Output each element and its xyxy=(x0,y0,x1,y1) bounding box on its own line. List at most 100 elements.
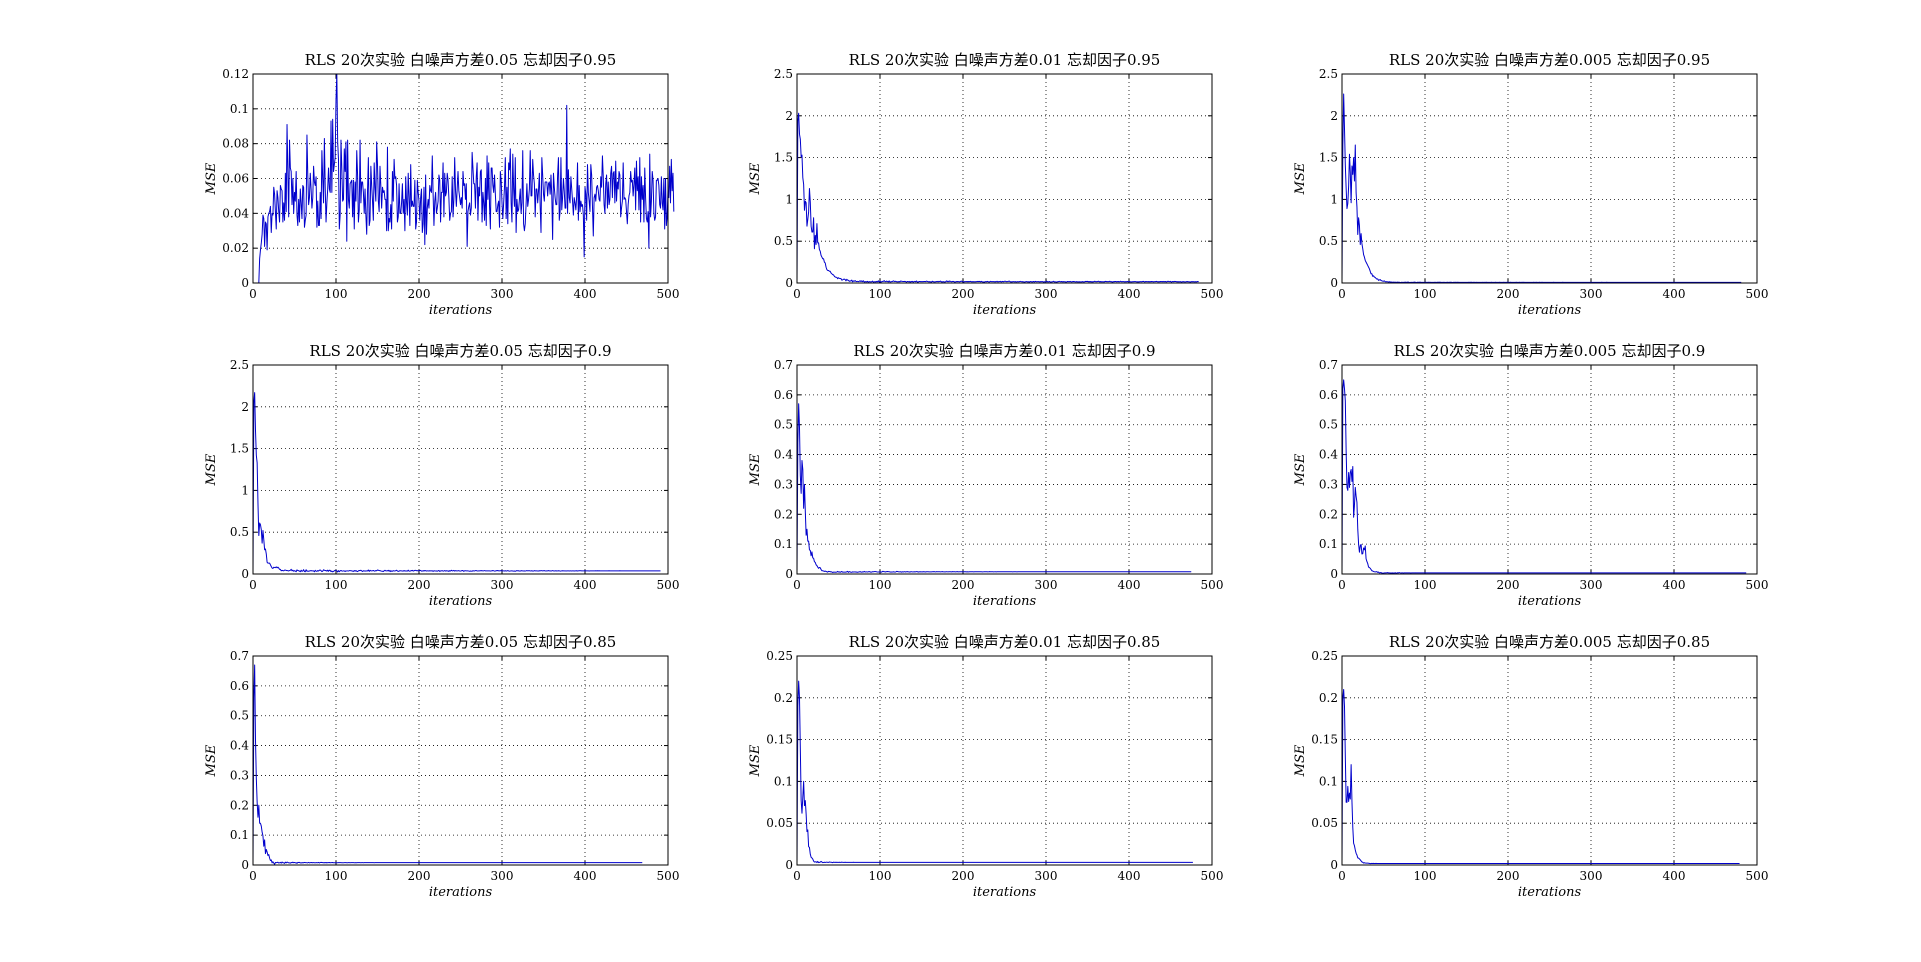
x-tick-label: 0 xyxy=(793,287,801,301)
x-tick-label: 500 xyxy=(657,869,680,883)
y-tick-label: 0.2 xyxy=(1319,507,1338,521)
x-tick-label: 500 xyxy=(1746,869,1769,883)
y-axis-label: MSE xyxy=(1293,744,1308,777)
subplot-4: 0 100 200 300 400 500 0 0.5 1 1.5 2 2.5 RLS 20次实验 白噪… xyxy=(204,342,679,609)
x-axis-label: iterations xyxy=(973,594,1037,609)
y-axis-label: MSE xyxy=(204,453,219,486)
y-axis-label: MSE xyxy=(204,162,219,195)
y-tick-label: 1.5 xyxy=(230,442,249,456)
subplot-7: 0 100 200 300 400 500 0 0.1 0.2 0.3 0.4 0.5 0.6 0.7 RL… xyxy=(204,633,679,900)
x-tick-label: 100 xyxy=(1414,578,1437,592)
y-tick-label: 0.5 xyxy=(230,709,249,723)
y-tick-label: 0.05 xyxy=(1311,816,1338,830)
y-tick-label: 1 xyxy=(241,483,249,497)
x-tick-label: 200 xyxy=(1497,578,1520,592)
y-tick-label: 0 xyxy=(241,567,249,581)
x-tick-label: 0 xyxy=(1338,287,1346,301)
y-tick-label: 0.2 xyxy=(1319,691,1338,705)
y-tick-label: 0 xyxy=(785,858,793,872)
y-tick-label: 0.6 xyxy=(774,388,793,402)
plot-area xyxy=(253,656,668,865)
y-tick-label: 0.2 xyxy=(774,507,793,521)
y-tick-label: 0.1 xyxy=(1319,774,1338,788)
x-tick-label: 400 xyxy=(1118,578,1141,592)
y-axis-label: MSE xyxy=(204,744,219,777)
x-tick-label: 200 xyxy=(408,578,431,592)
x-tick-label: 500 xyxy=(1201,287,1224,301)
y-tick-label: 0 xyxy=(241,858,249,872)
y-tick-label: 0.1 xyxy=(230,828,249,842)
x-tick-label: 500 xyxy=(1746,287,1769,301)
x-axis-label: iterations xyxy=(973,885,1037,900)
plot-area xyxy=(253,74,668,283)
subplot-2: 0 100 200 300 400 500 0 0.5 1 1.5 2 2.5 RLS 20次实验 白噪… xyxy=(748,51,1223,318)
plot-area xyxy=(797,656,1212,865)
plot-area xyxy=(1342,656,1757,865)
x-tick-label: 200 xyxy=(408,869,431,883)
x-tick-label: 400 xyxy=(574,869,597,883)
subplot-title: RLS 20次实验 白噪声方差0.005 忘却因子0.95 xyxy=(1389,51,1710,69)
y-axis-label: MSE xyxy=(748,162,763,195)
axes-frame xyxy=(796,364,1213,575)
y-tick-label: 0 xyxy=(1330,858,1338,872)
x-tick-label: 300 xyxy=(1035,869,1058,883)
y-tick-label: 0.3 xyxy=(230,768,249,782)
subplot-title: RLS 20次实验 白噪声方差0.01 忘却因子0.85 xyxy=(849,633,1161,651)
y-tick-label: 0.25 xyxy=(766,649,793,663)
series-line xyxy=(796,112,1199,284)
x-tick-label: 400 xyxy=(574,578,597,592)
x-tick-label: 400 xyxy=(1118,869,1141,883)
y-tick-label: 0 xyxy=(785,567,793,581)
y-tick-label: 0.06 xyxy=(222,172,249,186)
y-tick-label: 0.1 xyxy=(230,102,249,116)
axes-frame xyxy=(1341,655,1758,866)
subplot-6: 0 100 200 300 400 500 0 0.1 0.2 0.3 0.4 0.5 0.6 0.7 RL… xyxy=(1293,342,1768,609)
y-tick-label: 0.6 xyxy=(1319,388,1338,402)
axes-frame xyxy=(796,655,1213,866)
y-tick-label: 0.7 xyxy=(230,649,249,663)
axes-frame xyxy=(252,364,669,575)
axes-frame xyxy=(796,73,1213,284)
x-tick-label: 300 xyxy=(1580,287,1603,301)
y-tick-label: 0.15 xyxy=(766,733,793,747)
x-tick-label: 400 xyxy=(574,287,597,301)
x-tick-label: 200 xyxy=(952,287,975,301)
x-tick-label: 0 xyxy=(1338,869,1346,883)
y-tick-label: 0.04 xyxy=(222,206,249,220)
y-tick-label: 0 xyxy=(1330,276,1338,290)
subplot-title: RLS 20次实验 白噪声方差0.01 忘却因子0.9 xyxy=(853,342,1155,360)
y-tick-label: 2.5 xyxy=(774,67,793,81)
y-tick-label: 2.5 xyxy=(230,358,249,372)
plot-area xyxy=(1342,74,1757,283)
y-tick-label: 0.3 xyxy=(774,477,793,491)
x-tick-label: 100 xyxy=(325,578,348,592)
subplot-title: RLS 20次实验 白噪声方差0.05 忘却因子0.95 xyxy=(305,51,617,69)
x-tick-label: 400 xyxy=(1663,287,1686,301)
y-axis-label: MSE xyxy=(748,744,763,777)
axes-frame xyxy=(1341,364,1758,575)
y-tick-label: 2 xyxy=(785,109,793,123)
series-line xyxy=(1341,379,1747,575)
series-line xyxy=(1341,688,1740,866)
y-tick-label: 0.08 xyxy=(222,137,249,151)
subplot-3: 0 100 200 300 400 500 0 0.5 1 1.5 2 2.5 RLS 20次实验 白噪… xyxy=(1293,51,1768,318)
x-tick-label: 200 xyxy=(952,869,975,883)
y-tick-label: 2 xyxy=(241,400,249,414)
y-tick-label: 0.1 xyxy=(774,774,793,788)
plot-area xyxy=(1342,365,1757,574)
y-tick-label: 0.02 xyxy=(222,241,249,255)
x-tick-label: 100 xyxy=(1414,869,1437,883)
x-tick-label: 500 xyxy=(657,287,680,301)
x-tick-label: 0 xyxy=(1338,578,1346,592)
y-tick-label: 0.12 xyxy=(222,67,249,81)
x-tick-label: 100 xyxy=(869,287,892,301)
x-axis-label: iterations xyxy=(1518,885,1582,900)
x-tick-label: 400 xyxy=(1663,578,1686,592)
x-axis-label: iterations xyxy=(1518,303,1582,318)
x-axis-label: iterations xyxy=(429,303,493,318)
series-line xyxy=(796,680,1193,866)
x-tick-label: 100 xyxy=(325,287,348,301)
y-tick-label: 0 xyxy=(241,276,249,290)
plot-area xyxy=(253,365,668,574)
plot-area xyxy=(797,74,1212,283)
